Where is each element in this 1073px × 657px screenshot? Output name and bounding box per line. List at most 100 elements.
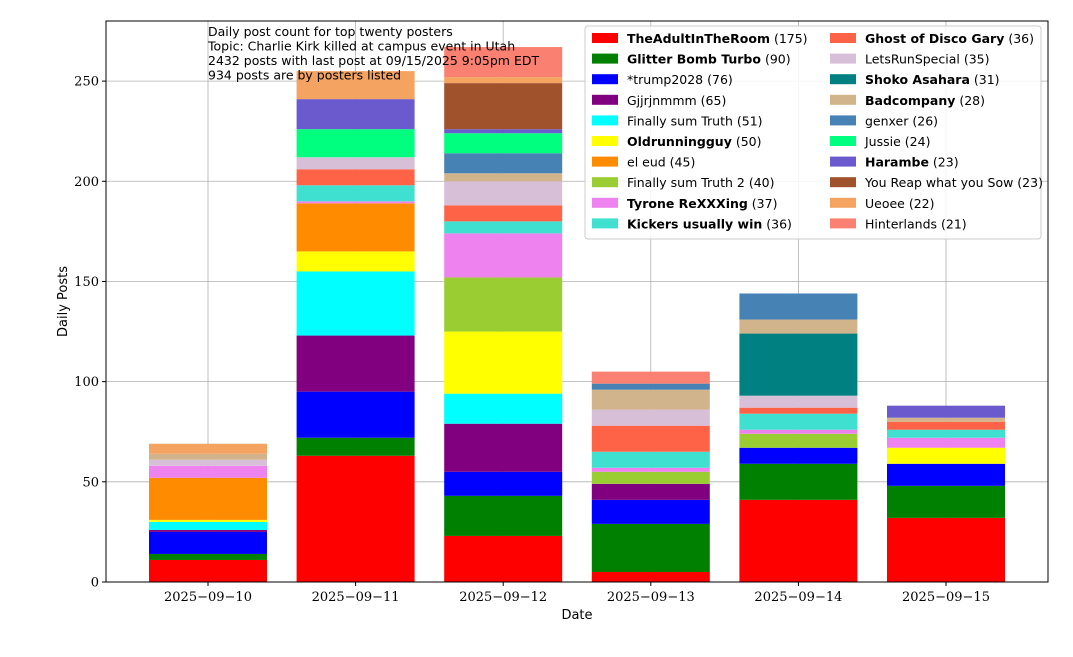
legend-count: (24) — [901, 134, 931, 149]
legend-swatch — [592, 74, 618, 85]
legend-name: Badcompany — [865, 93, 955, 108]
bar-segment — [444, 277, 563, 332]
bar-segment — [444, 535, 563, 582]
legend-name: Ghost of Disco Gary — [865, 31, 1004, 46]
legend-count: (175) — [770, 31, 808, 46]
legend-name: Kickers usually win — [627, 216, 762, 231]
bar-segment — [444, 221, 563, 234]
legend-entry: genxer (26) — [865, 113, 938, 128]
bar-segment — [739, 413, 858, 430]
legend-swatch — [592, 177, 618, 188]
bar-segment — [444, 471, 563, 496]
x-tick-label: 2025−09−14 — [754, 590, 842, 605]
legend-name: *trump2028 — [627, 72, 703, 87]
bar-segment — [887, 517, 1005, 582]
legend-name: Glitter Bomb Turbo — [627, 52, 761, 67]
legend-swatch — [592, 136, 618, 146]
legend-entry: Kickers usually win (36) — [627, 216, 792, 231]
annotation-line: 934 posts are by posters listed — [208, 68, 401, 83]
bar-segment — [591, 571, 710, 582]
legend-entry: *trump2028 (76) — [627, 72, 733, 87]
legend-name: Gjjrjnmmm — [627, 93, 697, 108]
legend-count: (23) — [1013, 175, 1043, 190]
legend-name: Tyrone ReXXXing — [627, 196, 748, 211]
legend-swatch — [830, 74, 856, 85]
legend-count: (37) — [748, 196, 778, 211]
y-tick-label: 200 — [74, 175, 99, 190]
bar-segment — [444, 423, 563, 472]
legend: TheAdultInTheRoom (175) Glitter Bomb Turb… — [584, 25, 1043, 240]
legend-name: genxer — [865, 113, 909, 128]
legend-entry: Hinterlands (21) — [865, 216, 967, 231]
legend-swatch — [592, 156, 618, 167]
bar-segment — [149, 443, 267, 454]
y-tick-label: 50 — [82, 475, 99, 490]
bar-segment — [296, 157, 415, 170]
legend-swatch — [592, 218, 618, 229]
legend-swatch — [830, 197, 856, 208]
legend-count: (28) — [955, 93, 985, 108]
legend-count: (22) — [905, 196, 935, 211]
x-tick-label: 2025−09−15 — [902, 590, 990, 605]
bar-segment — [149, 559, 267, 582]
bar-segment — [591, 383, 710, 390]
bar-segment — [739, 463, 858, 500]
legend-entry: You Reap what you Sow (23) — [864, 175, 1043, 190]
legend-entry: Ueoee (22) — [865, 196, 935, 211]
x-tick-label: 2025−09−11 — [312, 590, 400, 605]
bar-segment — [296, 99, 415, 130]
axis-ticks: 0 50 100 150 200 250 2025−09−10 2025−09−11 2025−… — [74, 75, 990, 605]
y-tick-label: 0 — [91, 576, 99, 591]
legend-name: Harambe — [865, 155, 929, 170]
bar-segment — [591, 451, 710, 468]
legend-count: (45) — [666, 155, 696, 170]
annotation-line: Daily post count for top twenty posters — [208, 24, 453, 39]
legend-entry: Finally sum Truth 2 (40) — [627, 175, 775, 190]
legend-swatch — [592, 33, 618, 43]
legend-entry: TheAdultInTheRoom (175) — [627, 31, 808, 46]
bar-segment — [149, 477, 267, 520]
bar-segment — [591, 483, 710, 500]
bar-segment — [887, 437, 1005, 448]
legend-name: Jussie — [864, 134, 901, 149]
bar-segment — [296, 437, 415, 456]
bar-segment — [296, 129, 415, 158]
legend-name: Finally sum Truth — [627, 113, 733, 128]
bar-segment — [591, 389, 710, 410]
legend-entry: Ghost of Disco Gary (36) — [865, 31, 1034, 46]
legend-swatch — [830, 115, 856, 126]
x-tick-label: 2025−09−10 — [164, 590, 252, 605]
bar-segment — [887, 421, 1005, 430]
legend-name: el eud — [627, 155, 666, 170]
legend-name: You Reap what you Sow — [864, 175, 1013, 190]
legend-swatch — [592, 197, 618, 208]
bar-segment — [444, 83, 563, 130]
bar-segment — [296, 71, 415, 100]
bars — [149, 47, 1005, 582]
bar-segment — [444, 153, 563, 174]
bar-segment — [444, 181, 563, 206]
bar-segment — [739, 447, 858, 464]
bar-segment — [296, 335, 415, 392]
bar-segment — [296, 391, 415, 438]
legend-count: (40) — [745, 175, 775, 190]
legend-count: (90) — [761, 52, 791, 67]
bar-segment — [296, 169, 415, 186]
legend-count: (26) — [908, 113, 938, 128]
bar-segment — [739, 333, 858, 396]
annotation: Daily post count for top twenty postersT… — [207, 24, 539, 83]
legend-count: (23) — [929, 155, 959, 170]
legend-count: (35) — [960, 52, 990, 67]
bar-segment — [887, 485, 1005, 518]
legend-name: Oldrunningguy — [627, 134, 732, 149]
legend-name: Shoko Asahara — [865, 72, 970, 87]
legend-entry: Finally sum Truth (51) — [627, 113, 763, 128]
bar-segment — [739, 407, 858, 414]
bar-segment — [887, 417, 1005, 422]
bar-segment — [591, 409, 710, 426]
legend-swatch — [592, 115, 618, 126]
legend-entry: Glitter Bomb Turbo (90) — [627, 52, 791, 67]
bar-segment — [444, 205, 563, 222]
bar-segment — [887, 447, 1005, 464]
